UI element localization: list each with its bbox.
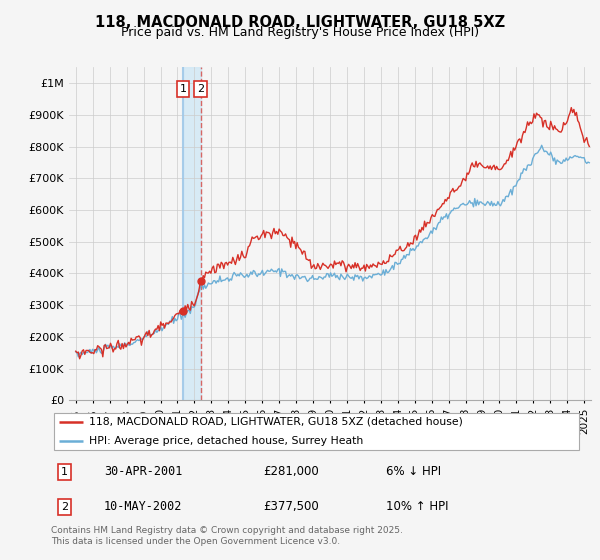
Text: 2: 2	[197, 84, 204, 94]
Bar	[183, 67, 200, 400]
Text: Contains HM Land Registry data © Crown copyright and database right 2025.
This d: Contains HM Land Registry data © Crown c…	[51, 526, 403, 546]
Text: 2: 2	[61, 502, 68, 512]
Text: HPI: Average price, detached house, Surrey Heath: HPI: Average price, detached house, Surr…	[89, 436, 364, 446]
Text: £281,000: £281,000	[263, 465, 319, 478]
Text: 1: 1	[61, 467, 68, 477]
Text: 118, MACDONALD ROAD, LIGHTWATER, GU18 5XZ: 118, MACDONALD ROAD, LIGHTWATER, GU18 5X…	[95, 15, 505, 30]
Text: Price paid vs. HM Land Registry's House Price Index (HPI): Price paid vs. HM Land Registry's House …	[121, 26, 479, 39]
Text: £377,500: £377,500	[263, 500, 319, 514]
Text: 10-MAY-2002: 10-MAY-2002	[104, 500, 182, 514]
Text: 118, MACDONALD ROAD, LIGHTWATER, GU18 5XZ (detached house): 118, MACDONALD ROAD, LIGHTWATER, GU18 5X…	[89, 417, 463, 427]
Text: 30-APR-2001: 30-APR-2001	[104, 465, 182, 478]
Text: 6% ↓ HPI: 6% ↓ HPI	[386, 465, 440, 478]
Text: 10% ↑ HPI: 10% ↑ HPI	[386, 500, 448, 514]
FancyBboxPatch shape	[53, 413, 580, 450]
Text: 1: 1	[179, 84, 187, 94]
